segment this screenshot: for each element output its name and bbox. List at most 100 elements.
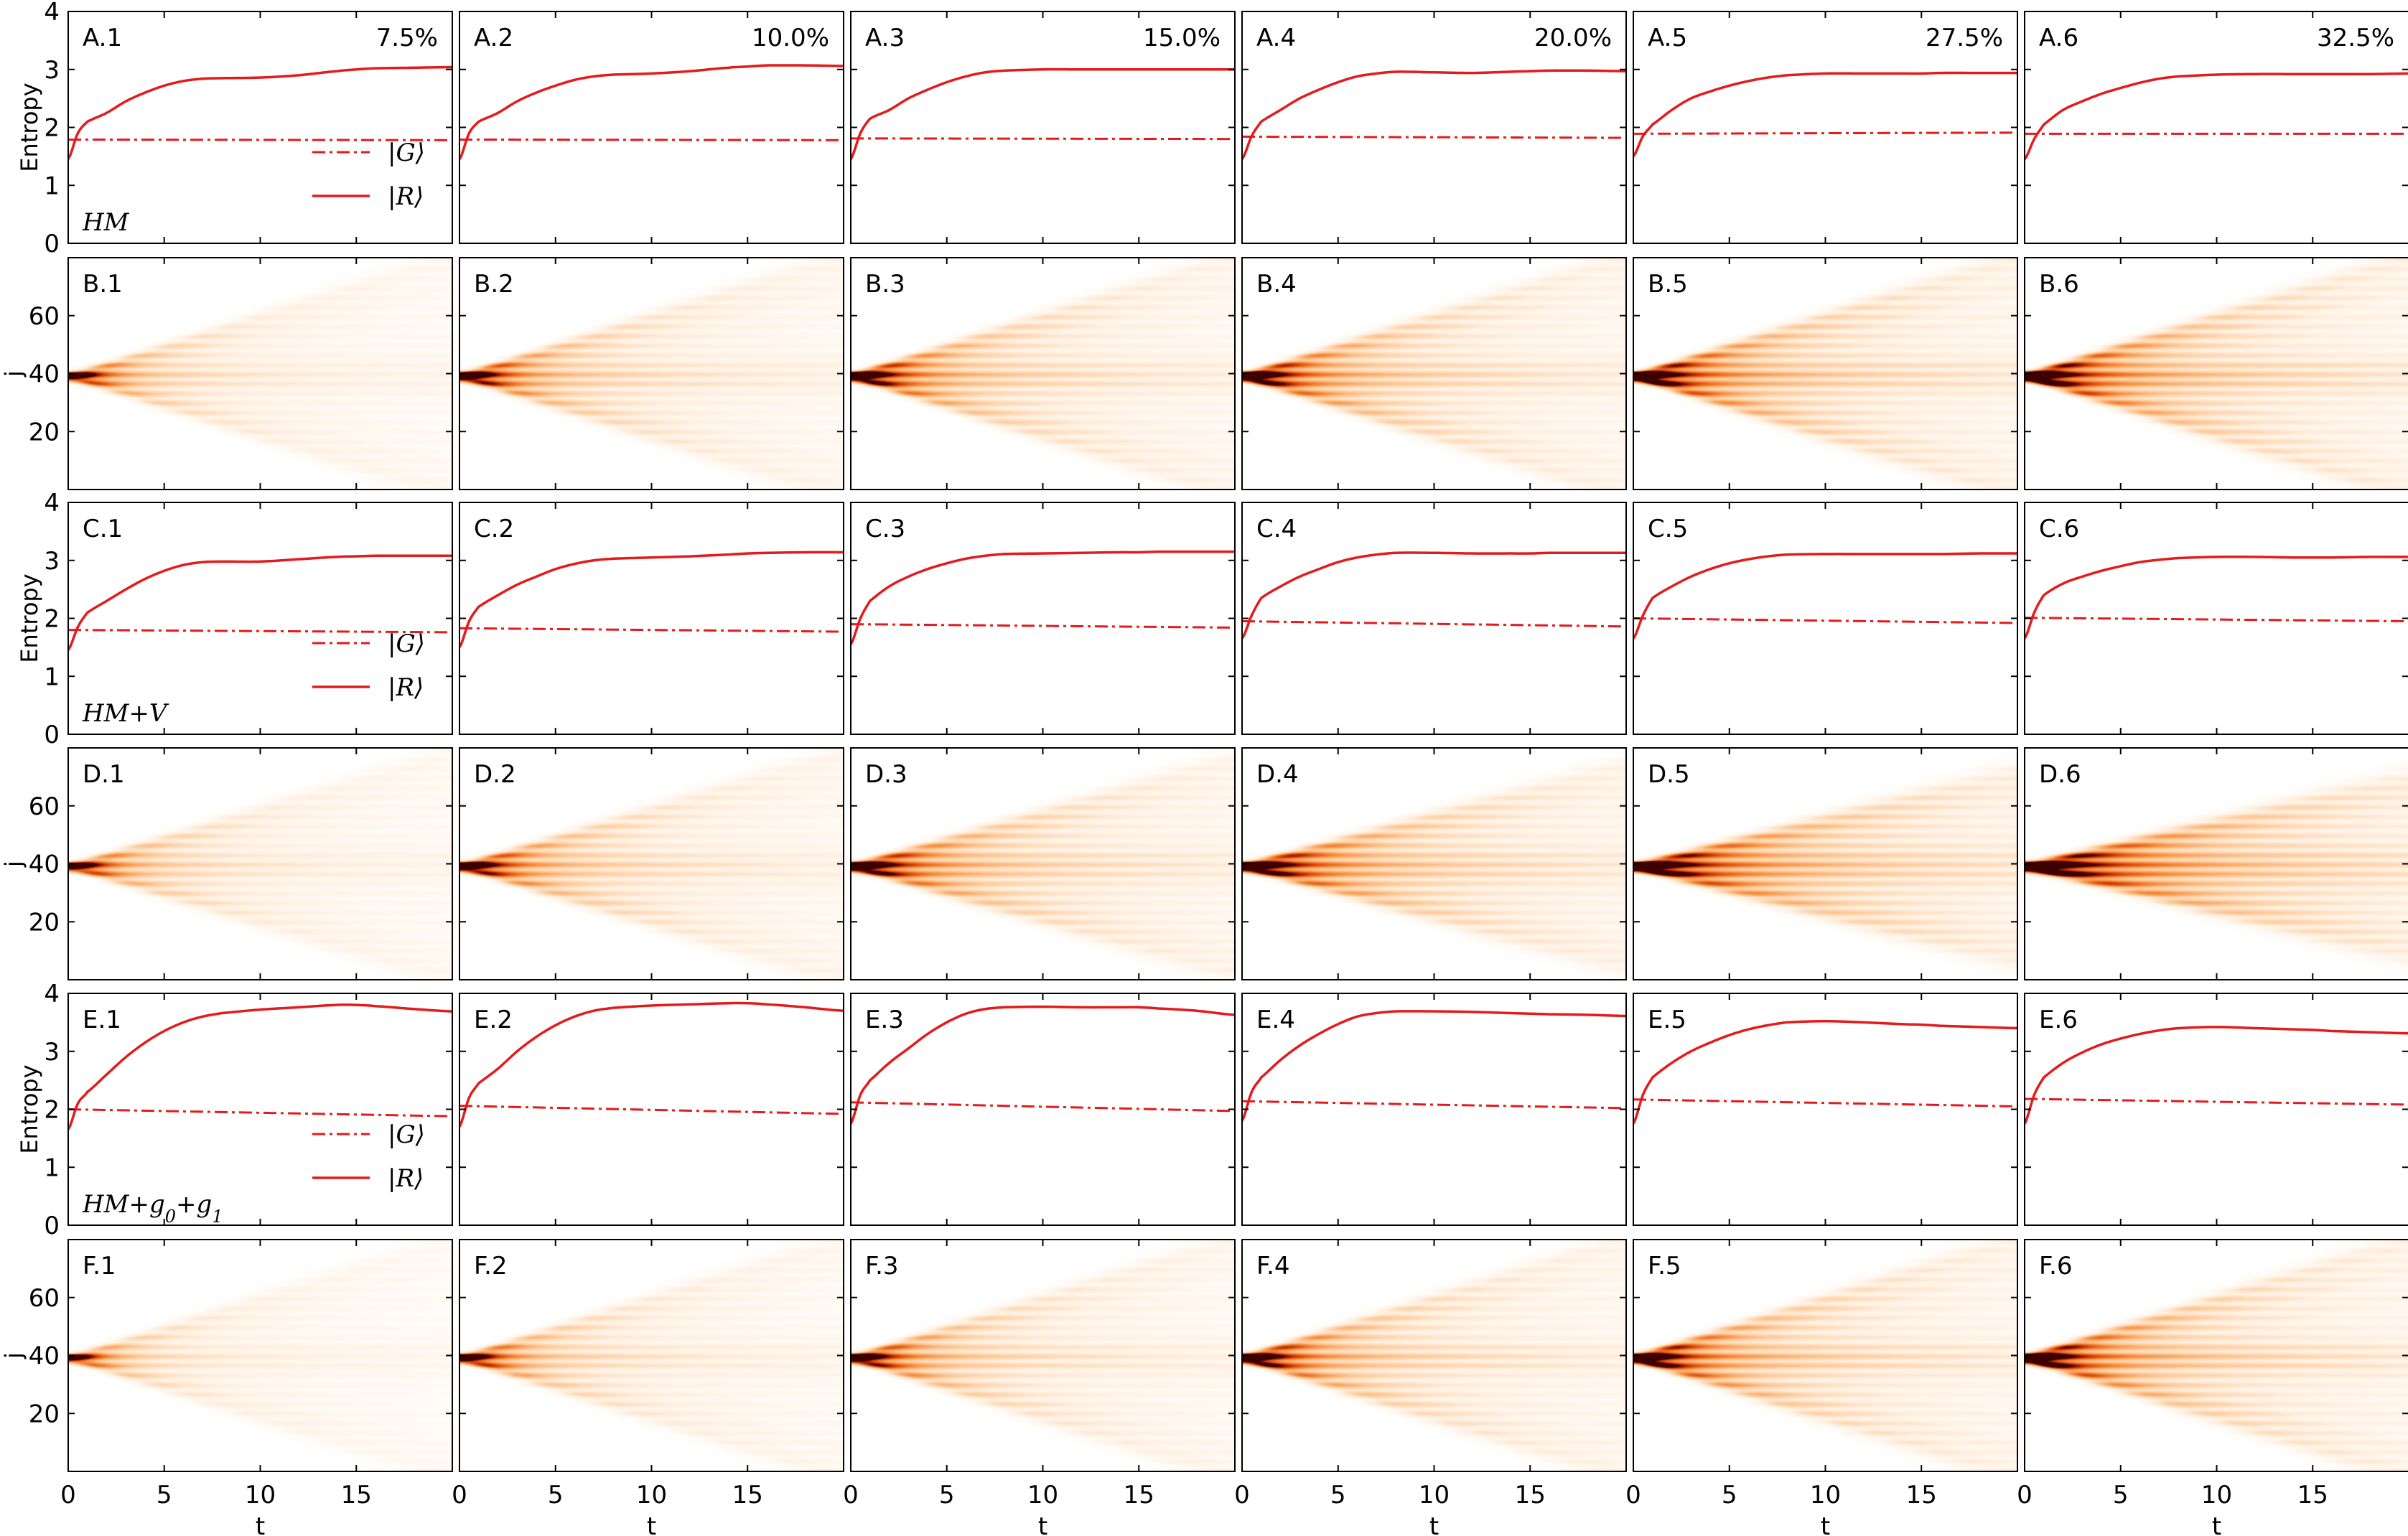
series-G-line bbox=[1242, 135, 1626, 139]
y-tick-label: 60 bbox=[29, 792, 60, 821]
y-tick-label: 0 bbox=[44, 1212, 60, 1240]
panel-label: A.5 bbox=[1648, 24, 1687, 52]
y-tick-label: 4 bbox=[44, 0, 60, 27]
series-R-line bbox=[2025, 556, 2408, 640]
y-tick-label: 20 bbox=[29, 908, 60, 937]
panel-label: F.3 bbox=[865, 1252, 899, 1280]
panel-C-4: C.4 bbox=[1241, 502, 1627, 735]
axes-frame bbox=[1633, 993, 2018, 1226]
series-R-line bbox=[851, 1005, 1235, 1125]
panel-label: F.1 bbox=[83, 1252, 116, 1280]
y-tick-label: 60 bbox=[29, 302, 60, 331]
panel-label: C.6 bbox=[2039, 515, 2079, 543]
heatmap-image bbox=[1633, 1240, 2017, 1471]
y-tick-label: 20 bbox=[29, 418, 60, 446]
y-axis-label: Entropy bbox=[16, 1064, 43, 1153]
series-R-line bbox=[2025, 72, 2408, 160]
panel-D-1: 20 40 60 D.1 bbox=[29, 747, 453, 980]
panel-F-3: 0 5 10 15 F.3 t bbox=[843, 1239, 1236, 1536]
panel-B-5: B.5 bbox=[1633, 257, 2018, 490]
x-tick-label: 0 bbox=[60, 1481, 76, 1509]
heatmap-image bbox=[2025, 258, 2408, 490]
panel-C-5: C.5 bbox=[1633, 502, 2018, 735]
x-axis-label: t bbox=[1429, 1512, 1439, 1536]
panel-label: B.3 bbox=[865, 270, 905, 299]
panel-A-6: A.6 32.5% bbox=[2024, 11, 2408, 244]
panel-E-6: E.6 bbox=[2024, 993, 2408, 1226]
series-R-line bbox=[1242, 551, 1626, 640]
heatmap-image bbox=[851, 258, 1235, 490]
percent-label: 27.5% bbox=[1926, 24, 2003, 52]
row-C: Entropy 0 1 2 3 4 C.1 |G⟩ |R⟩ HM+V C.2 C.3 C.4 C.5 C.6 bbox=[16, 489, 2408, 749]
axes-frame bbox=[850, 502, 1236, 735]
x-tick-label: 0 bbox=[843, 1481, 859, 1509]
panel-E-5: E.5 bbox=[1633, 993, 2018, 1226]
panel-C-2: C.2 bbox=[459, 502, 844, 735]
y-tick-label: 1 bbox=[44, 1153, 60, 1182]
legend-R-label: |R⟩ bbox=[388, 673, 424, 702]
series-G-line bbox=[2025, 617, 2408, 623]
x-axis-label: t bbox=[2212, 1512, 2221, 1536]
percent-label: 32.5% bbox=[2317, 24, 2394, 52]
x-tick-label: 10 bbox=[1027, 1481, 1058, 1509]
panel-label: E.4 bbox=[1256, 1006, 1295, 1034]
panel-label: E.1 bbox=[83, 1006, 121, 1034]
panel-label: C.2 bbox=[474, 515, 514, 543]
series-R-line bbox=[1633, 71, 2017, 157]
y-tick-label: 4 bbox=[44, 980, 60, 1008]
series-G-line bbox=[851, 1101, 1235, 1113]
panel-B-1: 20 40 60 B.1 bbox=[29, 257, 453, 490]
panel-F-1: 20 40 60 0 5 10 15 F.1 t bbox=[29, 1239, 453, 1536]
y-tick-label: 20 bbox=[29, 1400, 60, 1428]
y-tick-label: 40 bbox=[29, 360, 60, 389]
panel-F-4: 0 5 10 15 F.4 t bbox=[1234, 1239, 1627, 1536]
y-tick-label: 2 bbox=[44, 1096, 60, 1125]
x-tick-label: 15 bbox=[1906, 1481, 1937, 1509]
panel-label: B.5 bbox=[1648, 270, 1688, 299]
panel-B-6: B.6 bbox=[2024, 257, 2408, 490]
axes-frame bbox=[459, 993, 844, 1226]
legend-R-label: |R⟩ bbox=[388, 182, 424, 211]
series-G-line bbox=[68, 138, 452, 141]
y-axis-label: j bbox=[0, 861, 27, 868]
panel-F-5: 0 5 10 15 F.5 t bbox=[1625, 1239, 2018, 1536]
axes-frame bbox=[459, 502, 844, 735]
x-tick-label: 0 bbox=[1234, 1481, 1250, 1509]
panel-label: A.6 bbox=[2039, 24, 2078, 52]
x-tick-label: 10 bbox=[636, 1481, 667, 1509]
panel-E-4: E.4 bbox=[1241, 993, 1627, 1226]
series-G-line bbox=[459, 627, 844, 633]
panel-label: C.1 bbox=[83, 515, 123, 543]
x-tick-label: 5 bbox=[1330, 1481, 1346, 1509]
model-label: HM+V bbox=[82, 699, 169, 728]
panel-C-3: C.3 bbox=[850, 502, 1236, 735]
y-tick-label: 40 bbox=[29, 851, 60, 879]
y-tick-label: 2 bbox=[44, 605, 60, 634]
series-R-line bbox=[851, 67, 1235, 160]
series-G-line bbox=[2025, 1097, 2408, 1106]
panel-B-2: B.2 bbox=[459, 257, 844, 490]
panel-D-5: D.5 bbox=[1633, 747, 2018, 980]
y-tick-label: 3 bbox=[44, 547, 60, 576]
percent-label: 10.0% bbox=[752, 24, 829, 52]
heatmap-image bbox=[2025, 1240, 2408, 1471]
y-tick-label: 0 bbox=[44, 230, 60, 258]
legend-G-label: |G⟩ bbox=[388, 1120, 425, 1149]
series-G-line bbox=[1242, 1100, 1626, 1110]
series-R-line bbox=[459, 1001, 844, 1128]
panel-C-6: C.6 bbox=[2024, 502, 2408, 735]
y-tick-label: 3 bbox=[44, 1038, 60, 1067]
x-axis-label: t bbox=[647, 1512, 656, 1536]
x-tick-label: 5 bbox=[157, 1481, 172, 1509]
series-R-line bbox=[1633, 552, 2017, 640]
panel-label: C.5 bbox=[1648, 515, 1688, 543]
heatmap-image bbox=[1242, 1240, 1626, 1471]
panel-C-1: 0 1 2 3 4 C.1 |G⟩ |R⟩ HM+V bbox=[44, 489, 453, 749]
row-E: Entropy 0 1 2 3 4 E.1 |G⟩ |R⟩ HM+g0+g1 E.2 E.3 E.4 E.… bbox=[16, 980, 2408, 1240]
series-R-line bbox=[459, 551, 844, 648]
heatmap-image bbox=[2025, 748, 2408, 980]
model-label: HM bbox=[82, 208, 130, 237]
row-B: j 20 40 60 B.1 B.2 B.3 B.4 B.5 B.6 bbox=[0, 257, 2408, 490]
panel-D-3: D.3 bbox=[850, 747, 1236, 980]
panel-A-5: A.5 27.5% bbox=[1633, 11, 2018, 244]
